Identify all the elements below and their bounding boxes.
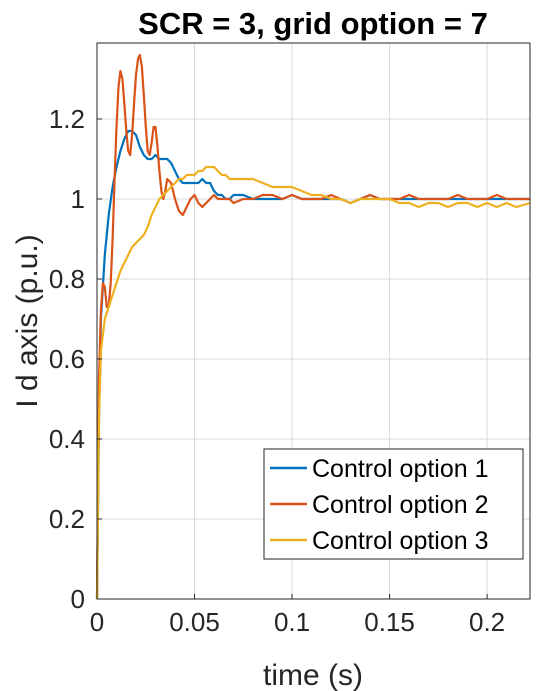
y-axis-label: I d axis (p.u.) (11, 234, 44, 407)
y-tick-label: 0.8 (49, 264, 85, 294)
ticks: 0 0.05 0.1 0.15 0.2 0 0.2 0.4 0.6 0.8 1 1.2 (49, 104, 505, 637)
plot-frame (96, 42, 531, 600)
legend: Control option 1 Control option 2 Control … (263, 448, 524, 560)
y-tick-label: 0.2 (49, 504, 85, 534)
y-tick-label: 0.4 (49, 424, 85, 454)
x-tick-label: 0 (90, 607, 104, 637)
series-line-3 (95, 165, 531, 600)
series-group (95, 53, 531, 600)
x-tick-label: 0.15 (364, 607, 415, 637)
x-axis-label: time (s) (263, 659, 363, 691)
x-tick-label: 0.2 (469, 607, 505, 637)
y-tick-label: 1.2 (49, 104, 85, 134)
legend-label-3: Control option 3 (312, 527, 489, 555)
x-tick-label: 0.05 (169, 607, 220, 637)
x-tick-label: 0.1 (274, 607, 310, 637)
legend-box (263, 448, 524, 560)
y-tick-label: 1 (71, 184, 85, 214)
chart-title: SCR = 3, grid option = 7 (138, 6, 488, 41)
y-tick-label: 0.6 (49, 344, 85, 374)
y-tick-label: 0 (71, 584, 85, 614)
legend-label-2: Control option 2 (312, 491, 489, 519)
legend-label-1: Control option 1 (312, 455, 489, 483)
